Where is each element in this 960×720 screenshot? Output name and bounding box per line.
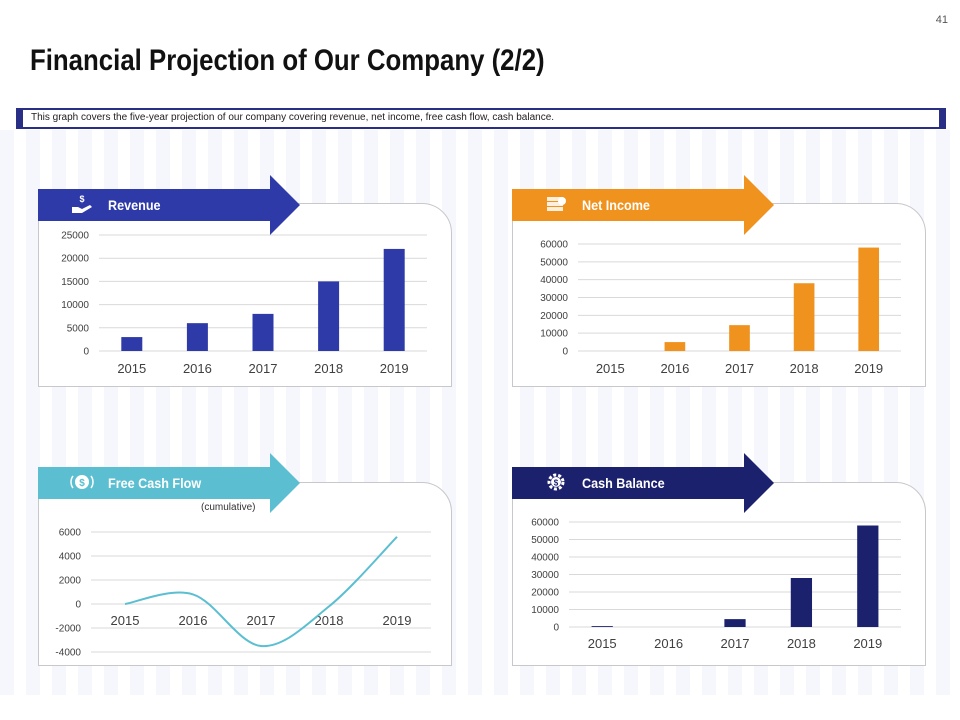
cash_balance-ytick-label: 10000 [531, 605, 559, 616]
svg-text:$: $ [554, 479, 559, 488]
cash_balance-bar-2015 [591, 626, 613, 627]
free-cash-flow-label: Free Cash Flow [108, 475, 202, 491]
svg-text:$: $ [79, 194, 84, 204]
free-cash-flow-banner-arrow [38, 453, 300, 513]
cash_balance-category-label: 2016 [654, 636, 683, 651]
revenue-banner: $ Revenue [38, 175, 300, 235]
net_income-ytick-label: 20000 [540, 311, 568, 322]
dollar-coin-icon: $ [70, 471, 94, 493]
money-stack-icon [544, 193, 568, 215]
revenue-bar-2018 [318, 281, 340, 351]
revenue-category-label: 2015 [117, 361, 146, 376]
net_income-ytick-label: 0 [562, 347, 568, 358]
net_income-ytick-label: 10000 [540, 329, 568, 340]
free_cash_flow-ytick-label: -4000 [55, 648, 81, 659]
free_cash_flow-category-label: 2019 [383, 613, 412, 628]
net-income-label: Net Income [582, 197, 650, 213]
revenue-category-label: 2019 [380, 361, 409, 376]
cash-balance-banner: $ Cash Balance [512, 453, 774, 513]
cash_balance-bar-2017 [724, 619, 746, 627]
revenue-ytick-label: 15000 [61, 277, 89, 288]
net-income-banner-arrow [512, 175, 774, 235]
revenue-category-label: 2016 [183, 361, 212, 376]
revenue-category-label: 2017 [249, 361, 278, 376]
revenue-category-label: 2018 [314, 361, 343, 376]
cash_balance-ytick-label: 20000 [531, 588, 559, 599]
revenue-bar-2015 [121, 337, 143, 351]
net_income-ytick-label: 40000 [540, 275, 568, 286]
net_income-bar-2018 [793, 283, 815, 351]
revenue-ytick-label: 25000 [61, 231, 89, 242]
cumulative-note: (cumulative) [201, 502, 256, 513]
net_income-category-label: 2018 [790, 361, 819, 376]
net_income-category-label: 2017 [725, 361, 754, 376]
cash-balance-label: Cash Balance [582, 475, 665, 491]
revenue-ytick-label: 0 [83, 347, 89, 358]
cash_balance-category-label: 2019 [853, 636, 882, 651]
cash_balance-category-label: 2018 [787, 636, 816, 651]
revenue-bar-2016 [186, 323, 208, 351]
page-number: 41 [935, 14, 948, 26]
revenue-banner-arrow [38, 175, 300, 235]
free_cash_flow-ytick-label: 2000 [59, 576, 82, 587]
free-cash-flow-chart-panel: -4000 -2000 0 2000 4000 6000 2015 2016 2017 2018 2… [38, 482, 452, 666]
revenue-ytick-label: 5000 [67, 323, 90, 334]
net-income-chart: 0 10000 20000 30000 40000 50000 60000 2015 2016 2… [540, 240, 901, 376]
free_cash_flow-ytick-label: 4000 [59, 552, 82, 563]
free_cash_flow-ytick-label: 0 [75, 600, 81, 611]
free-cash-flow-banner: $ Free Cash Flow [38, 453, 300, 513]
hand-dollar-icon: $ [70, 193, 94, 215]
revenue-label: Revenue [108, 197, 161, 213]
net_income-category-label: 2019 [854, 361, 883, 376]
cash-balance-chart: 0 10000 20000 30000 40000 50000 60000 2015 2016 2… [531, 518, 901, 651]
cash_balance-ytick-label: 40000 [531, 553, 559, 564]
subtitle-bar: This graph covers the five-year projecti… [16, 108, 946, 129]
cash_balance-bar-2019 [857, 525, 879, 627]
net_income-ytick-label: 50000 [540, 257, 568, 268]
revenue-chart: 0 5000 10000 15000 20000 25000 2015 2016 2017 201… [61, 231, 427, 376]
cash-balance-banner-arrow [512, 453, 774, 513]
svg-text:$: $ [79, 478, 85, 489]
net-income-banner: Net Income [512, 175, 774, 235]
net_income-bar-2019 [858, 247, 880, 351]
page-title: Financial Projection of Our Company (2/2… [30, 44, 545, 77]
net_income-bar-2017 [729, 325, 750, 351]
revenue-bar-2017 [252, 313, 274, 351]
cash_balance-category-label: 2017 [721, 636, 750, 651]
free-cash-flow-chart: -4000 -2000 0 2000 4000 6000 2015 2016 2017 2018 2… [55, 528, 431, 659]
cash_balance-category-label: 2015 [588, 636, 617, 651]
cash_balance-ytick-label: 0 [553, 623, 559, 634]
net_income-bar-2016 [664, 342, 686, 351]
net_income-ytick-label: 60000 [540, 240, 568, 251]
revenue-chart-panel: 0 5000 10000 15000 20000 25000 2015 2016 2017 201… [38, 203, 452, 387]
cash_balance-ytick-label: 30000 [531, 570, 559, 581]
cash-balance-chart-panel: 0 10000 20000 30000 40000 50000 60000 2015 2016 2… [512, 482, 926, 666]
free_cash_flow-ytick-label: 6000 [59, 528, 82, 539]
cash_balance-ytick-label: 60000 [531, 518, 559, 529]
free_cash_flow-series-line [124, 536, 398, 648]
revenue-ytick-label: 20000 [61, 254, 89, 265]
net-income-chart-panel: 0 10000 20000 30000 40000 50000 60000 2015 2016 2… [512, 203, 926, 387]
net_income-category-label: 2015 [596, 361, 625, 376]
revenue-ytick-label: 10000 [61, 300, 89, 311]
free_cash_flow-category-label: 2018 [315, 613, 344, 628]
free_cash_flow-category-label: 2015 [111, 613, 140, 628]
cash_balance-bar-2018 [790, 578, 813, 627]
free_cash_flow-category-label: 2016 [179, 613, 208, 628]
revenue-bar-2019 [383, 248, 405, 351]
cash_balance-ytick-label: 50000 [531, 535, 559, 546]
free_cash_flow-ytick-label: -2000 [55, 624, 81, 635]
gear-dollar-icon: $ [544, 471, 568, 493]
subtitle-text: This graph covers the five-year projecti… [31, 112, 555, 123]
net_income-category-label: 2016 [660, 361, 689, 376]
free_cash_flow-category-label: 2017 [247, 613, 276, 628]
net_income-ytick-label: 30000 [540, 293, 568, 304]
